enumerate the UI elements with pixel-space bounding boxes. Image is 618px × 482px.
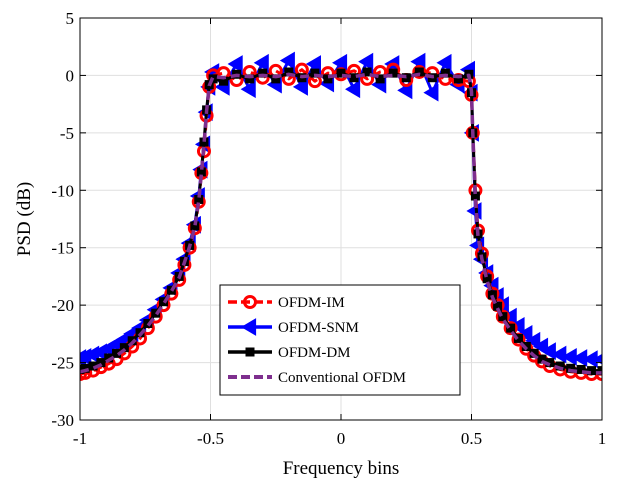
x-tick-label: -1 [73, 429, 87, 448]
y-axis-label: PSD (dB) [14, 182, 35, 256]
y-tick-label: -30 [51, 411, 74, 430]
legend-label-ofdm-snm: OFDM-SNM [278, 320, 359, 336]
legend-label-ofdm-im: OFDM-IM [278, 295, 345, 311]
legend-label-conventional-ofdm: Conventional OFDM [278, 370, 406, 386]
y-tick-label: -15 [51, 239, 74, 258]
y-tick-label: 5 [66, 9, 75, 28]
y-tick-label: 0 [66, 66, 75, 85]
legend: OFDM-IM OFDM-SNM OFDM-DM Conventional OFDM [220, 285, 460, 395]
legend-label-ofdm-dm: OFDM-DM [278, 345, 351, 361]
x-tick-label: 0 [337, 429, 346, 448]
y-tick-label: -5 [60, 124, 74, 143]
y-tick-label: -20 [51, 296, 74, 315]
x-tick-label: 0.5 [461, 429, 482, 448]
y-tick-label: -25 [51, 354, 74, 373]
legend-marker-ofdm-dm [246, 348, 254, 356]
x-tick-label: -0.5 [197, 429, 224, 448]
x-tick-label: 1 [598, 429, 607, 448]
y-tick-label: -10 [51, 181, 74, 200]
x-axis-label: Frequency bins [283, 458, 400, 479]
